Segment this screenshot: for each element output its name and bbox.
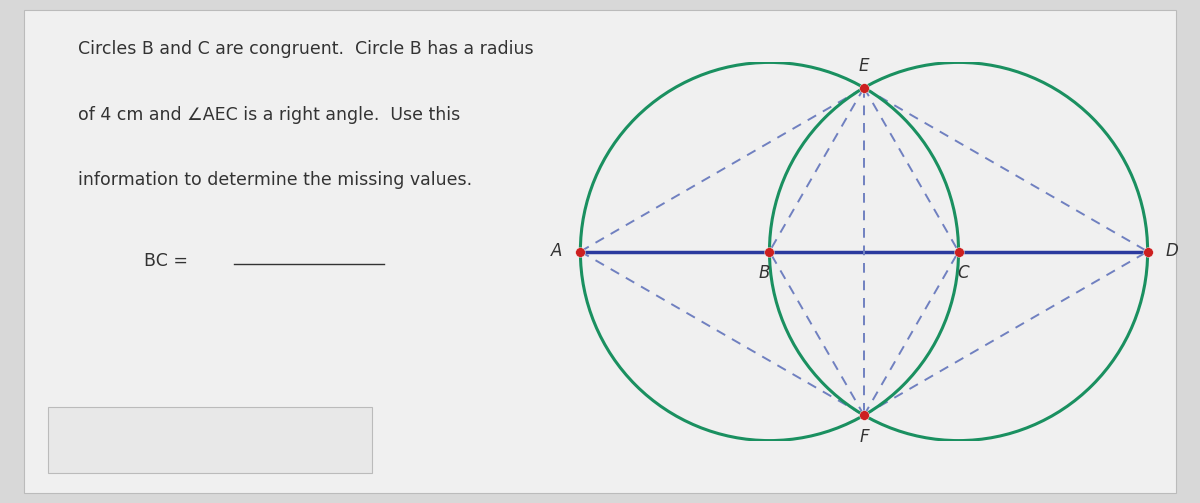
Text: BC =: BC = <box>144 252 188 270</box>
Text: information to determine the missing values.: information to determine the missing val… <box>78 171 472 189</box>
FancyBboxPatch shape <box>48 407 372 473</box>
Text: D: D <box>1165 242 1178 261</box>
FancyBboxPatch shape <box>24 10 1176 493</box>
Text: B: B <box>760 264 770 282</box>
Text: C: C <box>958 264 970 282</box>
Text: E: E <box>859 57 869 75</box>
Text: Circles B and C are congruent.  Circle B has a radius: Circles B and C are congruent. Circle B … <box>78 40 534 58</box>
Text: of 4 cm and ∠AEC is a right angle.  Use this: of 4 cm and ∠AEC is a right angle. Use t… <box>78 106 461 124</box>
Text: F: F <box>859 428 869 446</box>
Text: A: A <box>551 242 563 261</box>
